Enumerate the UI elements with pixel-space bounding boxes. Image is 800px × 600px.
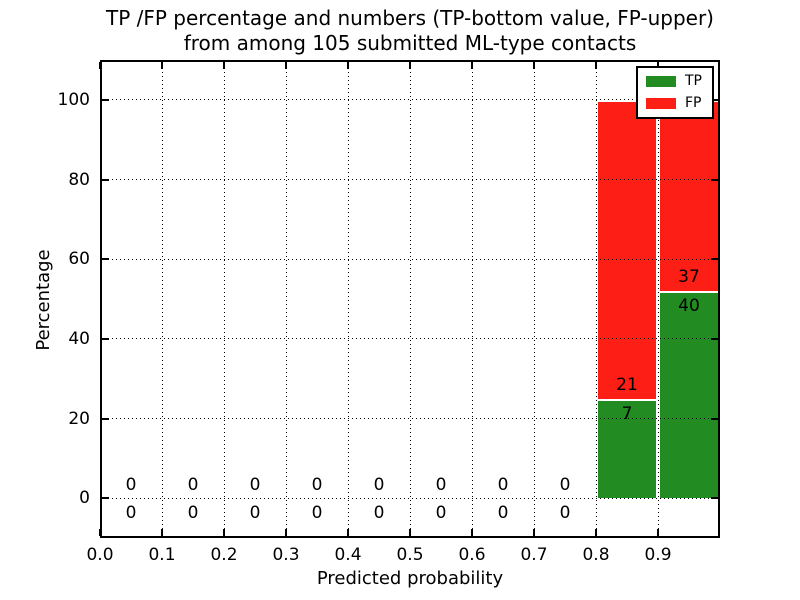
y-tick-label: 60 [68,249,90,270]
y-tick-mark [102,417,109,420]
fp-legend-swatch [646,98,676,109]
x-gridline [657,60,659,538]
x-tick-mark [161,62,163,69]
x-tick-label: 0.6 [458,545,486,565]
y-tick-mark [102,258,109,261]
bar-segment-tp [596,398,658,499]
fp-count-label: 0 [559,475,571,496]
chart-title: TP /FP percentage and numbers (TP-bottom… [100,6,720,56]
x-tick-label: 0.5 [396,545,424,565]
x-tick-label: 0.4 [334,545,362,565]
tp-count-label: 0 [249,503,261,524]
x-tick-label: 0.3 [272,545,300,565]
y-tick-mark [711,417,718,420]
x-gridline [161,60,163,538]
x-tick-mark [657,62,659,69]
tp-count-label: 7 [621,403,633,424]
tp-legend-swatch [646,76,676,87]
y-tick-mark [102,178,109,181]
tp-count-label: 0 [125,503,137,524]
x-tick-mark [285,529,287,536]
y-tick-label: 80 [68,169,90,190]
x-tick-mark [657,529,659,536]
fp-count-label: 0 [497,475,509,496]
tp-count-label: 0 [497,503,509,524]
x-tick-mark [99,62,101,69]
y-tick-mark [711,178,718,181]
legend-item-tp: TP [646,74,702,89]
tp-count-label: 0 [187,503,199,524]
x-tick-mark [409,62,411,69]
fp-count-label: 0 [435,475,447,496]
fp-count-label: 0 [187,475,199,496]
chart-title-line2: from among 105 submitted ML-type contact… [183,31,637,55]
tp-legend-label: TP [685,73,702,89]
x-tick-mark [409,529,411,536]
y-tick-mark [711,497,718,500]
x-tick-label: 0.1 [148,545,176,565]
x-tick-label: 0.0 [86,545,114,565]
fp-count-label: 0 [249,475,261,496]
y-tick-mark [711,98,718,101]
y-tick-mark [102,337,109,340]
fp-count-label: 0 [125,475,137,496]
bar-segment-tp [658,291,720,499]
x-tick-mark [347,62,349,69]
x-tick-label: 0.7 [520,545,548,565]
x-tick-mark [223,529,225,536]
x-gridline [595,60,597,538]
x-tick-mark [223,62,225,69]
x-tick-mark [471,529,473,536]
y-axis-label: Percentage [33,249,54,351]
fp-count-label: 37 [678,267,700,288]
x-gridline [471,60,473,538]
tp-count-label: 0 [311,503,323,524]
fp-count-label: 0 [311,475,323,496]
x-tick-label: 0.9 [644,545,672,565]
x-gridline [285,60,287,538]
y-tick-mark [102,497,109,500]
x-tick-label: 0.2 [210,545,238,565]
x-gridline [223,60,225,538]
tp-count-label: 0 [559,503,571,524]
tp-count-label: 0 [373,503,385,524]
x-tick-label: 0.8 [582,545,610,565]
y-tick-label: 20 [68,408,90,429]
x-tick-mark [99,529,101,536]
legend-item-fp: FP [646,96,702,111]
x-gridline [533,60,535,538]
y-tick-label: 100 [57,89,90,110]
y-tick-mark [102,98,109,101]
x-gridline [347,60,349,538]
x-tick-mark [533,529,535,536]
x-axis-label: Predicted probability [316,568,504,589]
x-tick-mark [161,529,163,536]
x-tick-mark [533,62,535,69]
x-tick-mark [347,529,349,536]
x-gridline [409,60,411,538]
bar-segment-fp [658,99,720,292]
fp-count-label: 21 [616,374,638,395]
plot-area: TP FP 0 0 0 0 0 0 0 0 0 0 0 0 0 0 0 0 21 7 37 40 [99,60,720,538]
left-spine [100,60,102,538]
legend: TP FP [636,66,714,119]
x-tick-mark [471,62,473,69]
y-tick-mark [711,337,718,340]
chart-title-line1: TP /FP percentage and numbers (TP-bottom… [106,6,714,30]
bottom-spine [100,536,720,538]
fp-count-label: 0 [373,475,385,496]
y-tick-mark [711,258,718,261]
right-spine [718,60,720,538]
fp-legend-label: FP [685,95,702,111]
y-tick-label: 40 [68,328,90,349]
y-tick-label: 0 [79,488,90,509]
x-tick-mark [595,62,597,69]
tp-count-label: 40 [678,296,700,317]
x-tick-mark [285,62,287,69]
top-spine [100,60,720,62]
bar-segment-fp [596,99,658,399]
x-tick-mark [595,529,597,536]
tp-count-label: 0 [435,503,447,524]
